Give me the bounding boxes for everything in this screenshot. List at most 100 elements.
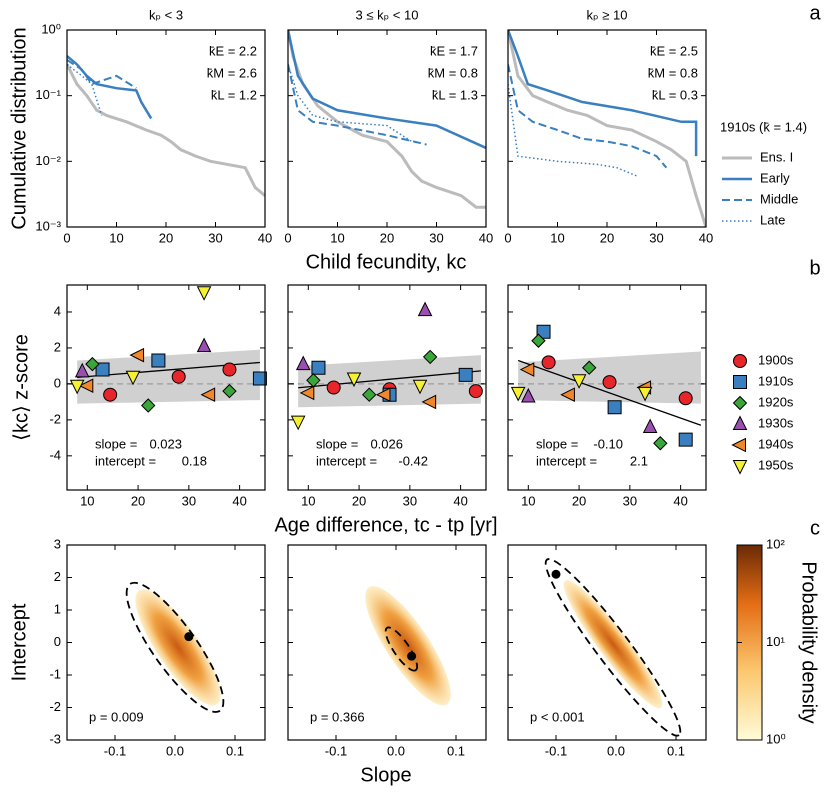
cdf-line — [508, 30, 698, 157]
legend-label: 1910s — [758, 373, 794, 388]
panel: 0 10 20 30 40 10⁰ 10⁻¹ 10⁻² 10⁻³ kₚ < 3 k̄E = 2.2 k… — [35, 7, 272, 245]
data-point — [290, 415, 306, 431]
x-tick-label: 30 — [623, 493, 637, 508]
x-tick-label: 0.0 — [607, 743, 625, 758]
panel-frame — [507, 284, 707, 491]
panel: 10 20 30 40 -4 -2 0 2 4 slope = 0.023 intercept = 0.… — [49, 284, 267, 508]
x-tick-label: 40 — [673, 493, 687, 508]
data-point — [311, 360, 326, 375]
annotation: k̄E = 1.7 — [430, 43, 478, 58]
colorbar-tick-label: 10⁰ — [766, 731, 786, 746]
annotation: k̄E = 2.2 — [209, 43, 257, 58]
data-point — [78, 378, 94, 394]
data-point — [95, 362, 110, 377]
slope-value: -0.10 — [593, 436, 623, 451]
y-axis-label: Intercept — [8, 603, 30, 681]
panel-frame — [287, 29, 487, 228]
x-tick-label: 20 — [352, 493, 366, 508]
x-tick-label: -0.1 — [545, 743, 567, 758]
x-tick-label: 30 — [403, 493, 417, 508]
annotation: k̄L = 1.2 — [211, 87, 257, 102]
cdf-line — [288, 30, 486, 150]
data-point — [519, 362, 535, 377]
data-point — [222, 383, 237, 399]
legend-label: 1900s — [758, 352, 794, 367]
x-tick-label: 40 — [453, 493, 467, 508]
y-tick-label: 10⁻¹ — [35, 87, 61, 102]
legend-marker — [732, 354, 748, 368]
legend-label: Late — [760, 212, 785, 227]
intercept-text: intercept = — [536, 453, 597, 468]
panel-frame — [507, 29, 707, 228]
p-value: p = 0.009 — [89, 709, 144, 724]
x-tick-label: 30 — [182, 493, 196, 508]
x-tick-label: 20 — [380, 230, 394, 245]
annotation: k̄L = 0.3 — [652, 87, 698, 102]
plot-area — [67, 349, 265, 404]
cdf-line — [288, 64, 427, 146]
y-tick-label: -3 — [49, 731, 61, 746]
data-point — [129, 347, 145, 363]
data-point — [458, 367, 473, 382]
x-tick-label: 0.1 — [226, 743, 244, 758]
colorbar-tick-label: 10¹ — [766, 634, 785, 649]
fit-line — [517, 359, 702, 426]
data-point — [536, 324, 551, 339]
y-tick-label: -2 — [49, 411, 61, 426]
x-tick-label: 40 — [699, 230, 713, 245]
panel: 0 10 20 30 40 kₚ ≥ 10 k̄E = 2.5 k̄M = 0.8 k̄L = … — [504, 7, 713, 245]
data-point — [362, 387, 377, 402]
legend-label: 1920s — [758, 394, 794, 409]
plot-area — [67, 55, 265, 197]
y-tick-label: 0 — [54, 375, 61, 390]
y-tick-label: 10⁻³ — [35, 218, 61, 233]
data-point — [582, 360, 597, 375]
x-tick-label: 10 — [521, 493, 535, 508]
data-point — [141, 398, 156, 413]
annotation: k̄L = 1.3 — [432, 87, 478, 102]
x-tick-label: 0.0 — [387, 743, 405, 758]
data-point — [607, 400, 622, 415]
x-tick-label: 20 — [131, 493, 145, 508]
cdf-line — [508, 30, 706, 227]
y-tick-label: 2 — [54, 569, 61, 584]
p-value: p = 0.366 — [310, 709, 365, 724]
data-point — [196, 286, 212, 301]
x-tick-label: 30 — [208, 230, 222, 245]
annotation: k̄M = 0.8 — [428, 65, 478, 80]
x-tick-label: 0 — [63, 230, 70, 245]
x-tick-label: 20 — [159, 230, 173, 245]
colorbar-label: Probability density — [798, 561, 820, 723]
slope-text: slope = — [536, 436, 578, 451]
data-point — [375, 387, 391, 403]
slope-value: 0.026 — [370, 436, 403, 451]
ensemble-band — [298, 355, 481, 408]
legend-label: Early — [760, 170, 790, 185]
density-cloud — [135, 589, 221, 706]
plot-area — [365, 586, 451, 706]
slope-value: 0.023 — [149, 436, 182, 451]
data-point — [653, 436, 668, 451]
x-tick-label: 30 — [649, 230, 663, 245]
data-point — [541, 355, 556, 370]
data-point — [69, 379, 85, 395]
data-point — [103, 387, 118, 402]
plot-area — [125, 581, 225, 713]
data-point — [468, 384, 483, 399]
intercept-text: intercept = — [316, 453, 377, 468]
x-tick-label: 20 — [600, 230, 614, 245]
x-tick-label: -0.1 — [325, 743, 347, 758]
observed-point — [407, 651, 417, 661]
x-tick-label: 10 — [109, 230, 123, 245]
intercept-value: 2.1 — [630, 453, 648, 468]
x-tick-label: 40 — [479, 230, 493, 245]
panel-title: kₚ ≥ 10 — [587, 7, 628, 22]
data-point — [151, 353, 166, 368]
annotation: k̄M = 0.8 — [648, 65, 698, 80]
panel-label: b — [809, 257, 820, 279]
y-tick-label: -2 — [49, 699, 61, 714]
data-point — [346, 372, 362, 388]
panel: 10 20 30 40 slope = 0.026 intercept = -0.42 — [287, 284, 487, 508]
y-tick-label: -4 — [49, 447, 61, 462]
